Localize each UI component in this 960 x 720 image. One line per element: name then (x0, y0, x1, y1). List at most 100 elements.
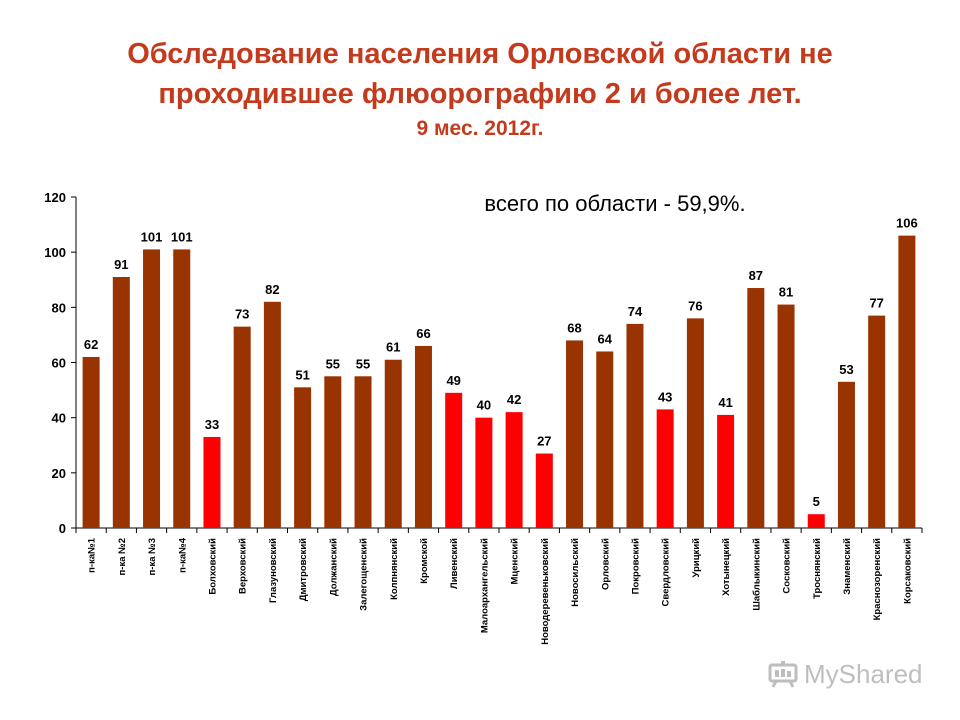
x-tick-label: Урицкий (691, 538, 702, 578)
x-tick-label: Залегощенский (359, 538, 370, 611)
y-tick-label: 40 (52, 411, 66, 426)
bar-value-label: 62 (84, 337, 98, 352)
y-tick-label: 0 (59, 521, 66, 536)
page-title-line-1: Обследование населения Орловской области… (127, 38, 833, 70)
bar (82, 356, 100, 528)
bar-value-label: 68 (567, 320, 581, 335)
x-tick-label: п-ка№1 (87, 537, 98, 573)
bar (414, 345, 432, 528)
x-tick-label: п-ка№4 (177, 537, 188, 573)
bar (596, 351, 614, 528)
bars (82, 235, 916, 529)
bar (173, 249, 191, 529)
x-tick-label: п-ка №2 (117, 538, 128, 575)
bar (505, 412, 523, 528)
bar-value-label: 55 (326, 356, 340, 371)
bar-value-label: 64 (598, 331, 613, 346)
bar-value-label: 49 (446, 373, 460, 388)
x-tick-labels: п-ка№1 п-ка №2 п-ка №3 п-ка№4 Болховский Верх… (87, 537, 914, 644)
bar (566, 340, 584, 528)
bar-value-label: 77 (869, 296, 883, 311)
x-tick-label: Краснозоренский (872, 538, 883, 621)
bar (686, 318, 704, 528)
watermark-text: MyShared (804, 658, 923, 689)
chart-annotation: всего по области - 59,9%. (484, 191, 745, 216)
page-title-line-2: проходившее флюорографию 2 и более лет. (158, 78, 802, 110)
bar-value-label: 51 (295, 367, 309, 382)
bar (112, 276, 130, 528)
x-tick-label: Мценский (510, 538, 521, 585)
bar (717, 414, 735, 528)
bar (777, 304, 795, 528)
bar-value-label: 33 (205, 417, 219, 432)
bar (535, 453, 553, 528)
bar (354, 376, 372, 528)
x-tick-label: Шаблыкинский (751, 538, 762, 611)
x-tick-label: Малоархангельский (479, 538, 490, 633)
bar (203, 436, 221, 528)
x-tick-label: Ливенский (449, 538, 460, 589)
x-tick-label: Новодеревеньковский (540, 538, 551, 645)
bar (837, 381, 855, 528)
x-tick-label: Троснянский (812, 538, 823, 599)
bar (868, 315, 886, 528)
watermark: MyShared (768, 656, 938, 692)
bar-value-label: 73 (235, 307, 249, 322)
y-tick-label: 20 (52, 466, 66, 481)
data-labels: 62 91 101 101 33 73 82 51 55 55 61 66 49 40 42 27 68 64 74… (84, 216, 918, 510)
x-tick-label: п-ка №3 (147, 538, 158, 575)
bar (807, 514, 825, 528)
bar (475, 417, 493, 528)
bar (324, 376, 342, 528)
bar (143, 249, 161, 529)
x-tick-label: Верховский (238, 538, 249, 594)
bar-value-label: 82 (265, 282, 279, 297)
x-tick-label: Кромской (419, 538, 430, 584)
bar (445, 392, 463, 528)
bar (656, 409, 674, 528)
x-tick-label: Орловский (600, 538, 611, 590)
bar-value-label: 27 (537, 434, 551, 449)
bar-value-label: 55 (356, 356, 370, 371)
x-tick-label: Покровский (630, 538, 641, 594)
x-tick-label: Колпнянский (389, 538, 400, 600)
bar-value-label: 41 (718, 395, 732, 410)
bar-value-label: 66 (416, 326, 430, 341)
y-tick-label: 100 (44, 245, 66, 260)
bar-value-label: 101 (141, 229, 163, 244)
y-tick-label: 120 (44, 190, 66, 205)
presentation-board-icon (768, 661, 798, 688)
x-tick-label: Болховский (207, 538, 218, 595)
y-tick-label: 60 (52, 356, 66, 371)
x-tick-label: Новосильский (570, 538, 581, 607)
bar (263, 301, 281, 528)
bar-value-label: 87 (749, 268, 763, 283)
page-subtitle: 9 мес. 2012г. (416, 117, 544, 140)
bar (747, 288, 765, 528)
y-tick-label: 80 (52, 300, 66, 315)
bar (898, 235, 916, 528)
bar (294, 387, 312, 528)
bar-value-label: 81 (779, 285, 793, 300)
x-tick-label: Должанский (328, 538, 339, 596)
x-tick-label: Глазуновский (268, 538, 279, 603)
x-tick-label: Сосковский (782, 538, 793, 594)
bar-value-label: 40 (477, 398, 491, 413)
x-tick-label: Хотынецкий (721, 538, 732, 596)
bar-value-label: 76 (688, 298, 702, 313)
bar (233, 326, 251, 528)
bar-value-label: 53 (839, 362, 853, 377)
bar-value-label: 61 (386, 340, 400, 355)
title-block: Обследование населения Орловской области… (0, 34, 960, 144)
bar-value-label: 106 (896, 216, 918, 231)
bar-value-label: 43 (658, 389, 672, 404)
bar-value-label: 42 (507, 392, 521, 407)
bar-value-label: 74 (628, 304, 643, 319)
bar-value-label: 5 (813, 494, 820, 509)
bar (384, 359, 402, 528)
x-tick-label: Свердловский (661, 538, 672, 607)
bar-value-label: 101 (171, 229, 193, 244)
bar (626, 323, 644, 528)
